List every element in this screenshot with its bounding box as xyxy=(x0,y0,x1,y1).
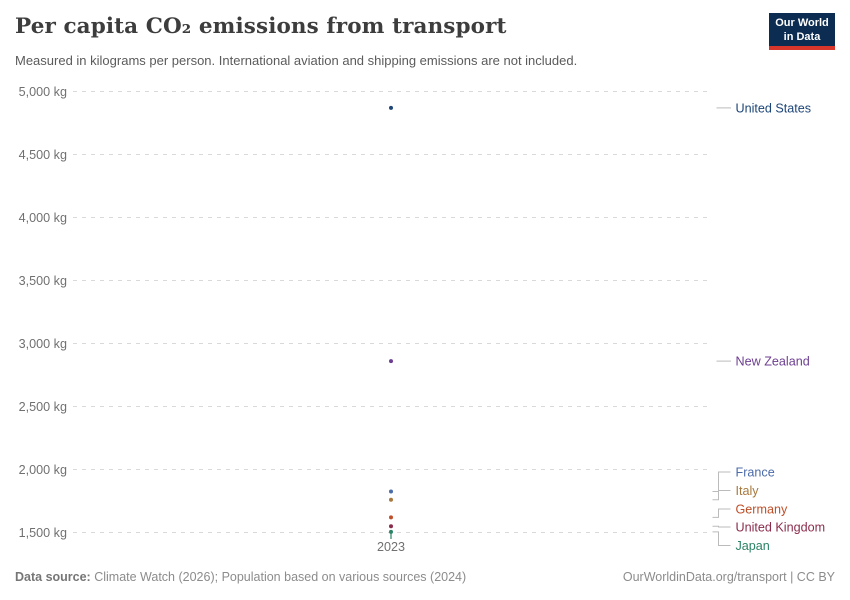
y-tick-label: 4,500 kg xyxy=(19,148,67,162)
label-connector-italy xyxy=(712,490,731,501)
data-point-germany[interactable] xyxy=(389,515,393,520)
data-point-france[interactable] xyxy=(389,489,393,494)
data-source-text: Climate Watch (2026); Population based o… xyxy=(90,570,467,584)
owid-logo-line1: Our World xyxy=(775,17,829,29)
citation-link[interactable]: OurWorldinData.org/transport | CC BY xyxy=(622,570,835,584)
y-tick-label: 3,500 kg xyxy=(19,274,67,288)
owid-logo[interactable]: Our World in Data xyxy=(769,13,835,50)
data-source-note: Data source: Climate Watch (2026); Popul… xyxy=(15,568,466,586)
data-point-italy[interactable] xyxy=(389,497,393,502)
y-tick-label: 3,000 kg xyxy=(19,337,67,351)
y-tick-label: 4,000 kg xyxy=(19,211,67,225)
chart-title: Per capita CO₂ emissions from transport xyxy=(15,14,507,39)
y-tick-label: 5,000 kg xyxy=(19,85,67,99)
series-label-japan[interactable]: Japan xyxy=(736,539,770,553)
owid-logo-line2: in Data xyxy=(783,31,821,43)
chart-subtitle: Measured in kilograms per person. Intern… xyxy=(15,53,578,68)
y-tick-label: 1,500 kg xyxy=(19,526,67,540)
series-label-france[interactable]: France xyxy=(736,466,775,480)
series-label-new-zealand[interactable]: New Zealand xyxy=(736,355,810,369)
data-point-united-kingdom[interactable] xyxy=(389,524,393,529)
series-label-germany[interactable]: Germany xyxy=(736,503,788,517)
data-point-united-states[interactable] xyxy=(389,105,393,110)
data-point-japan[interactable] xyxy=(389,529,393,534)
series-label-united-kingdom[interactable]: United Kingdom xyxy=(736,521,826,535)
series-label-united-states[interactable]: United States xyxy=(736,101,812,115)
y-tick-label: 2,500 kg xyxy=(19,400,67,414)
label-connector-france xyxy=(712,471,731,493)
chart-footer: Data source: Climate Watch (2026); Popul… xyxy=(15,568,835,586)
series-label-italy[interactable]: Italy xyxy=(736,484,760,498)
label-connector-japan xyxy=(712,531,731,546)
label-connector-germany xyxy=(712,508,731,518)
y-tick-label: 2,000 kg xyxy=(19,463,67,477)
data-point-new-zealand[interactable] xyxy=(389,359,393,364)
data-source-label: Data source: xyxy=(15,570,91,584)
x-tick-label: 2023 xyxy=(377,540,405,554)
label-connector-united-kingdom xyxy=(712,525,731,528)
